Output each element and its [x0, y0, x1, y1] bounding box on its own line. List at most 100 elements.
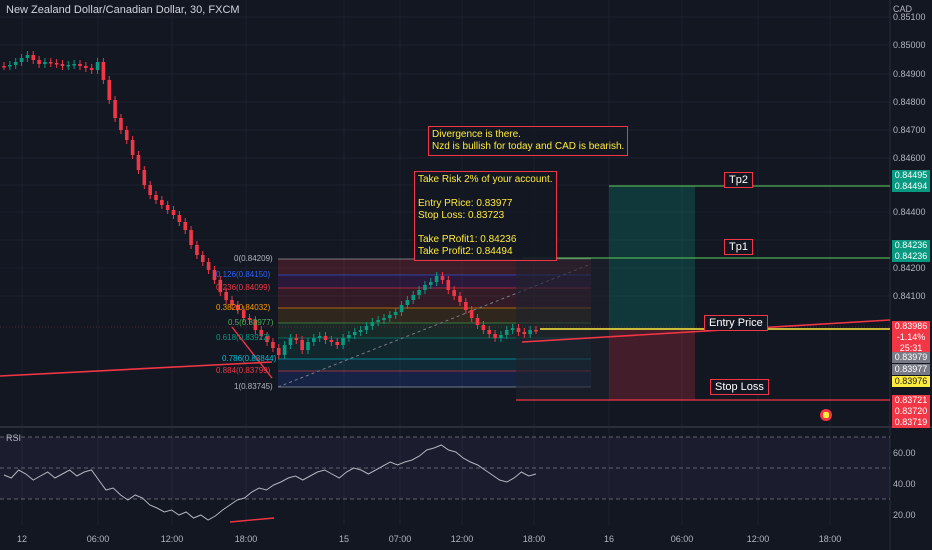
candle-body [306, 342, 310, 350]
candle-body [72, 64, 76, 66]
fib-band [278, 308, 591, 323]
price-axis-tick: 0.85100 [893, 12, 926, 22]
fib-level-label: 0.786(0.83844) [222, 354, 277, 363]
candle-body [48, 62, 53, 64]
candle-body [469, 310, 474, 318]
candle-body [206, 262, 211, 270]
time-axis-tick: 18:00 [234, 534, 258, 544]
candle-body [358, 330, 363, 332]
divergence-note[interactable]: Divergence is there. Nzd is bullish for … [428, 126, 629, 156]
candle-body [388, 315, 392, 318]
candle-body [247, 318, 252, 320]
candle-body [113, 100, 117, 118]
candle-body [101, 62, 106, 80]
symbol-title[interactable]: New Zealand Dollar/Canadian Dollar, 30, … [6, 4, 240, 16]
candle-body [376, 320, 380, 322]
candle-body [13, 62, 18, 65]
price-axis-tick: 0.84700 [893, 125, 926, 135]
price-axis-tick: 0.84800 [893, 97, 926, 107]
fib-level-label: 0.236(0.84099) [216, 283, 271, 292]
stop-loss-tag[interactable]: Stop Loss [710, 379, 769, 395]
trade-plan-note[interactable]: Take Risk 2% of your account. Entry PRic… [414, 171, 557, 261]
stop-loss-zone [609, 329, 695, 400]
rsi-label[interactable]: RSI [6, 433, 22, 443]
candle-body [78, 64, 82, 66]
candle-body [423, 285, 427, 290]
divergence-line [231, 326, 273, 379]
candle-body [124, 130, 129, 140]
candle-body [364, 326, 369, 330]
price-label: 0.84494 [892, 181, 930, 192]
time-axis-tick: 15 [338, 534, 350, 544]
candle-body [107, 80, 112, 100]
candle-body [8, 65, 12, 67]
candle-body [189, 230, 193, 245]
candle-body [241, 310, 246, 318]
entry-price-tag[interactable]: Entry Price [704, 315, 768, 331]
candle-body [300, 340, 304, 350]
candle-body [160, 200, 164, 205]
candle-body [534, 330, 538, 332]
price-label: 0.84495 [892, 170, 930, 181]
candle-body [434, 276, 439, 282]
price-label: 0.84236 [892, 240, 930, 251]
candle-body [382, 318, 386, 320]
candle-body [347, 335, 351, 338]
time-axis-tick: 06:00 [86, 534, 110, 544]
time-axis-tick: 07:00 [388, 534, 412, 544]
time-axis-tick: 18:00 [522, 534, 546, 544]
candle-body [294, 338, 299, 340]
candle-body [499, 335, 503, 338]
candle-body [25, 55, 30, 58]
candle-body [119, 118, 123, 130]
candle-body [464, 302, 468, 310]
candle-body [230, 300, 234, 305]
candle-body [154, 195, 158, 200]
tp2-tag[interactable]: Tp2 [724, 172, 753, 188]
price-axis-tick: 0.84100 [893, 291, 926, 301]
candle-body [341, 338, 345, 345]
alert-icon[interactable] [820, 409, 832, 421]
time-axis-tick: 12:00 [160, 534, 184, 544]
time-axis-tick: 16 [603, 534, 615, 544]
candle-body [195, 245, 199, 255]
candle-body [19, 58, 24, 62]
price-label: 0.83719 [892, 417, 930, 428]
candle-body [253, 320, 258, 330]
candle-body [31, 55, 36, 60]
candle-body [288, 338, 293, 345]
price-label: 0.83977 [892, 364, 930, 375]
candle-body [177, 215, 182, 222]
candle-body [446, 280, 451, 290]
candle-body [522, 332, 527, 334]
tp1-tag[interactable]: Tp1 [724, 239, 753, 255]
fib-level-label: 0.884(0.83799) [216, 366, 271, 375]
rsi-divergence-line [229, 517, 275, 523]
candle-body [352, 332, 357, 335]
alert-icon-inner [823, 412, 829, 418]
candle-body [43, 62, 47, 64]
candle-body [259, 330, 264, 336]
candle-body [312, 338, 316, 342]
fib-band [278, 371, 591, 387]
candle-body [183, 222, 188, 230]
candle-body [37, 60, 41, 64]
candle-body [165, 205, 170, 210]
candle-body [265, 336, 269, 342]
candle-body [130, 140, 135, 155]
candle-body [142, 170, 147, 185]
candle-body [66, 65, 71, 67]
fib-band [278, 288, 591, 308]
candle-body [528, 330, 532, 334]
price-label: 0.83986 [892, 321, 930, 332]
candle-body [218, 280, 223, 292]
candle-body [84, 66, 88, 68]
candle-body [212, 270, 217, 280]
candle-body [510, 328, 515, 330]
candle-body [148, 185, 152, 195]
fib-level-label: 0.382(0.84032) [216, 303, 271, 312]
candle-body [323, 336, 328, 340]
candle-body [224, 292, 228, 300]
price-axis-tick: 0.84400 [893, 207, 926, 217]
